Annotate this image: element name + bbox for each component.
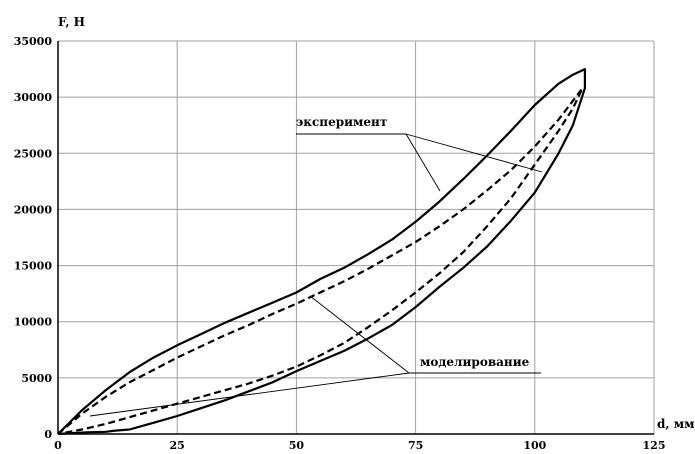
y-tick-label-4: 20000 [14,203,53,216]
x-tick-label-2: 50 [289,439,305,452]
experiment-curve [57,67,587,436]
x-tick-label-0: 0 [54,439,62,452]
annotation-1: моделирование [89,295,541,417]
annotation-text-0: эксперимент [296,115,387,129]
x-tick-label-1: 25 [170,439,185,452]
y-tick-label-7: 35000 [14,35,53,48]
annotation-leader-1-1 [89,372,410,417]
x-tick-label-5: 125 [643,439,666,452]
tick-labels: 0 25 50 75 100 125 0 5000 10000 15000 20000 25000 30… [14,35,666,452]
y-tick-label-2: 10000 [14,316,53,329]
x-tick-label-3: 75 [408,439,423,452]
simulation-curve [57,87,584,436]
y-axis-label: F, Н [58,15,85,29]
annotation-0: эксперимент [296,115,543,192]
x-tick-label-4: 100 [523,439,546,452]
y-tick-label-5: 25000 [14,147,53,160]
x-axis-label: d, мм [657,417,695,431]
grid-lines [58,40,655,434]
data-series [57,67,587,436]
annotation-leader-1-0 [309,295,410,374]
annotations: эксперимент моделирование [89,115,543,417]
y-tick-label-3: 15000 [14,260,53,273]
y-tick-label-0: 0 [44,428,52,441]
axes [57,41,654,435]
annotation-leader-0-0 [405,133,441,192]
annotation-text-1: моделирование [420,355,530,369]
y-tick-label-6: 30000 [14,91,53,104]
annotation-leader-0-1 [405,133,543,173]
y-tick-label-1: 5000 [21,372,52,385]
